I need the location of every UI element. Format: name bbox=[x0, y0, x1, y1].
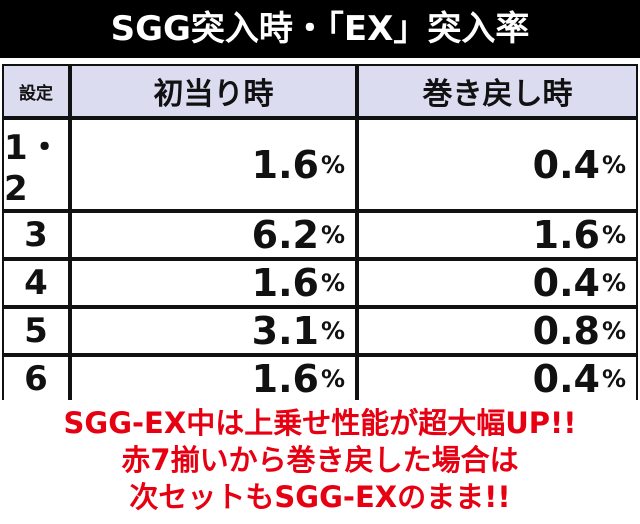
footer-line: 赤7揃いから巻き戻した場合は bbox=[121, 443, 519, 477]
column-header: 設定 bbox=[4, 66, 68, 116]
rate-cell: 0.8% bbox=[359, 309, 636, 353]
setting-cell: 4 bbox=[4, 261, 68, 305]
rate-cell: 6.2% bbox=[72, 213, 355, 257]
rate-cell: 1.6% bbox=[72, 261, 355, 305]
footer: SGG-EX中は上乗せ性能が超大幅UP!! 赤7揃いから巻き戻した場合は 次セットも… bbox=[0, 405, 640, 516]
rate-cell: 1.6% bbox=[72, 120, 355, 209]
title: SGG突入時・「EX」突入率 bbox=[0, 0, 640, 58]
footer-line: SGG-EX中は上乗せ性能が超大幅UP!! bbox=[63, 406, 577, 440]
rate-cell: 0.4% bbox=[359, 261, 636, 305]
footer-line: 次セットもSGG-EXのまま!! bbox=[129, 480, 511, 514]
setting-cell: 6 bbox=[4, 357, 68, 401]
rate-cell: 3.1% bbox=[72, 309, 355, 353]
setting-cell: 5 bbox=[4, 309, 68, 353]
rate-cell: 1.6% bbox=[72, 357, 355, 401]
rate-cell: 0.4% bbox=[359, 357, 636, 401]
column-header: 初当り時 bbox=[72, 66, 355, 116]
column-header: 巻き戻し時 bbox=[359, 66, 636, 116]
rate-table: 設定 初当り時 巻き戻し時 1・2 1.6% 0.4% 3 6.2% 1.6% 4 1.6% 0.4%… bbox=[2, 64, 638, 401]
rate-cell: 1.6% bbox=[359, 213, 636, 257]
setting-cell: 1・2 bbox=[4, 120, 68, 209]
rate-cell: 0.4% bbox=[359, 120, 636, 209]
setting-cell: 3 bbox=[4, 213, 68, 257]
